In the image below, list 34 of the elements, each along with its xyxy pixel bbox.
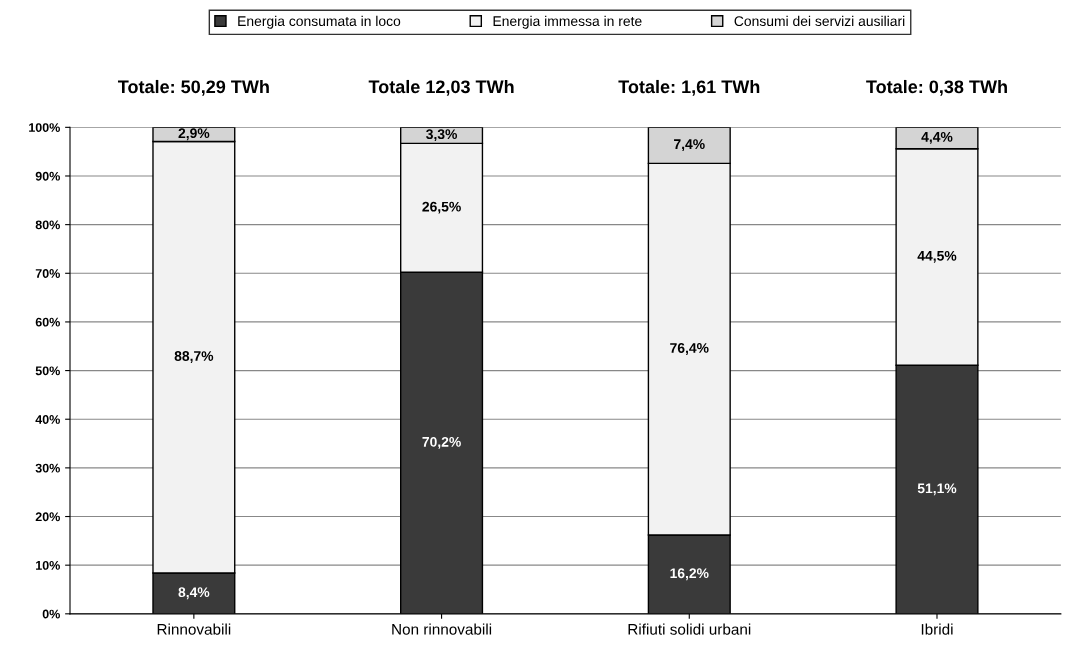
data-label: 70,2% [422,436,461,449]
y-tick-label: 30% [35,463,60,473]
data-label: 4,4% [921,131,953,144]
annotation: Totale: 50,29 TWh [117,79,269,96]
y-tick-label: 100% [29,123,60,132]
y-tick-label: 0% [42,609,60,619]
data-label: 16,2% [670,568,709,581]
legend-label: Energia immessa in rete [493,15,642,29]
y-tick-label: 80% [35,220,60,230]
annotation: Totale: 1,61 TWh [618,79,760,96]
data-label: 51,1% [917,483,957,496]
data-label: 26,5% [422,201,461,214]
y-tick-label: 10% [36,560,60,570]
y-tick-label: 90% [35,171,60,181]
data-label: 44,5% [917,250,957,263]
y-tick-label: 20% [35,512,60,522]
y-tick-label: 70% [35,269,60,278]
data-label: 3,3% [426,129,458,142]
x-tick-label: Non rinnovabili [392,623,492,635]
data-label: 76,4% [670,343,709,355]
legend-label: Consumi dei servizi ausiliari [734,15,905,27]
x-tick-label: Rifiuti solidi urbani [628,623,751,635]
data-label: 8,4% [178,587,210,600]
legend-label: Energia consumata in loco [238,15,401,29]
data-label: 2,9% [178,128,210,141]
y-tick-label: 40% [35,415,60,424]
x-tick-label: Rinnovabili [157,623,231,635]
y-tick-label: 50% [35,366,60,376]
x-tick-label: Ibridi [921,623,953,635]
y-tick-label: 60% [35,317,60,327]
annotation: Totale 12,03 TWh [368,79,514,96]
data-label: 88,7% [174,351,214,363]
data-label: 7,4% [674,139,705,152]
annotation: Totale: 0,38 TWh [866,79,1007,96]
